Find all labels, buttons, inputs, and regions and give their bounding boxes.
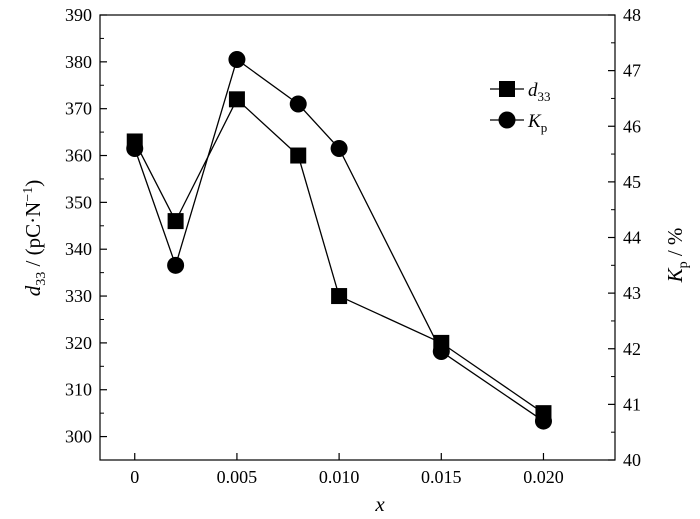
right-y-tick-label: 42: [623, 339, 641, 359]
left-y-tick-label: 350: [65, 192, 92, 212]
data-point-d33: [331, 288, 348, 305]
right-y-tick-label: 48: [623, 5, 641, 25]
data-point-Kp: [330, 140, 348, 157]
left-y-tick-label: 380: [65, 52, 92, 72]
right-y-tick-label: 41: [623, 394, 641, 414]
right-y-tick-label: 44: [623, 228, 641, 248]
x-tick-label: 0.020: [523, 467, 564, 487]
plot-frame: [99, 14, 616, 461]
data-point-Kp: [228, 51, 246, 68]
x-axis-title: x: [374, 492, 385, 516]
data-point-Kp: [432, 343, 450, 361]
right-y-axis: 40 41 42 43 44 45 46 47 48: [608, 5, 641, 470]
legend-square-marker: [499, 81, 515, 97]
left-y-axis: 300 310 320 330 340 350 360 370 380 390: [65, 5, 107, 461]
legend-item-d33: d33: [490, 80, 551, 104]
left-y-tick-label: 310: [65, 380, 92, 400]
x-tick-label: 0.010: [319, 467, 360, 487]
data-point-d33: [228, 91, 245, 108]
series-line-Kp: [134, 58, 544, 422]
right-y-tick-label: 40: [623, 450, 641, 470]
right-y-tick-label: 45: [623, 172, 641, 192]
left-y-tick-label: 390: [65, 5, 92, 25]
left-y-tick-label: 320: [65, 333, 92, 353]
data-point-d33: [167, 213, 184, 230]
x-tick-label: 0.015: [421, 467, 462, 487]
right-y-tick-label: 43: [623, 283, 641, 303]
left-y-tick-label: 330: [65, 286, 92, 306]
series-layer: [126, 51, 552, 430]
right-y-tick-label: 46: [623, 116, 641, 136]
legend-label-kp: Kp: [527, 111, 547, 135]
left-y-tick-label: 340: [65, 239, 92, 259]
data-point-Kp: [534, 412, 552, 430]
data-point-Kp: [289, 95, 307, 113]
legend-circle-marker: [498, 111, 516, 129]
x-tick-label: 0.005: [217, 467, 258, 487]
x-axis: 0 0.005 0.010 0.015 0.020: [130, 453, 564, 487]
data-point-d33: [290, 147, 307, 164]
right-y-axis-title: Kp / %: [663, 228, 691, 284]
right-y-tick-label: 47: [623, 61, 641, 81]
legend-item-kp: Kp: [490, 111, 547, 135]
legend-label-d33: d33: [528, 80, 551, 104]
left-y-tick-label: 360: [65, 146, 92, 166]
left-y-tick-label: 370: [65, 99, 92, 119]
legend: d33 Kp: [490, 80, 551, 135]
x-tick-label: 0: [130, 467, 139, 487]
data-point-Kp: [126, 140, 144, 157]
data-point-Kp: [167, 256, 185, 274]
left-y-axis-title: d33 / (pC·N−1): [21, 180, 49, 296]
left-y-tick-label: 300: [65, 427, 92, 447]
